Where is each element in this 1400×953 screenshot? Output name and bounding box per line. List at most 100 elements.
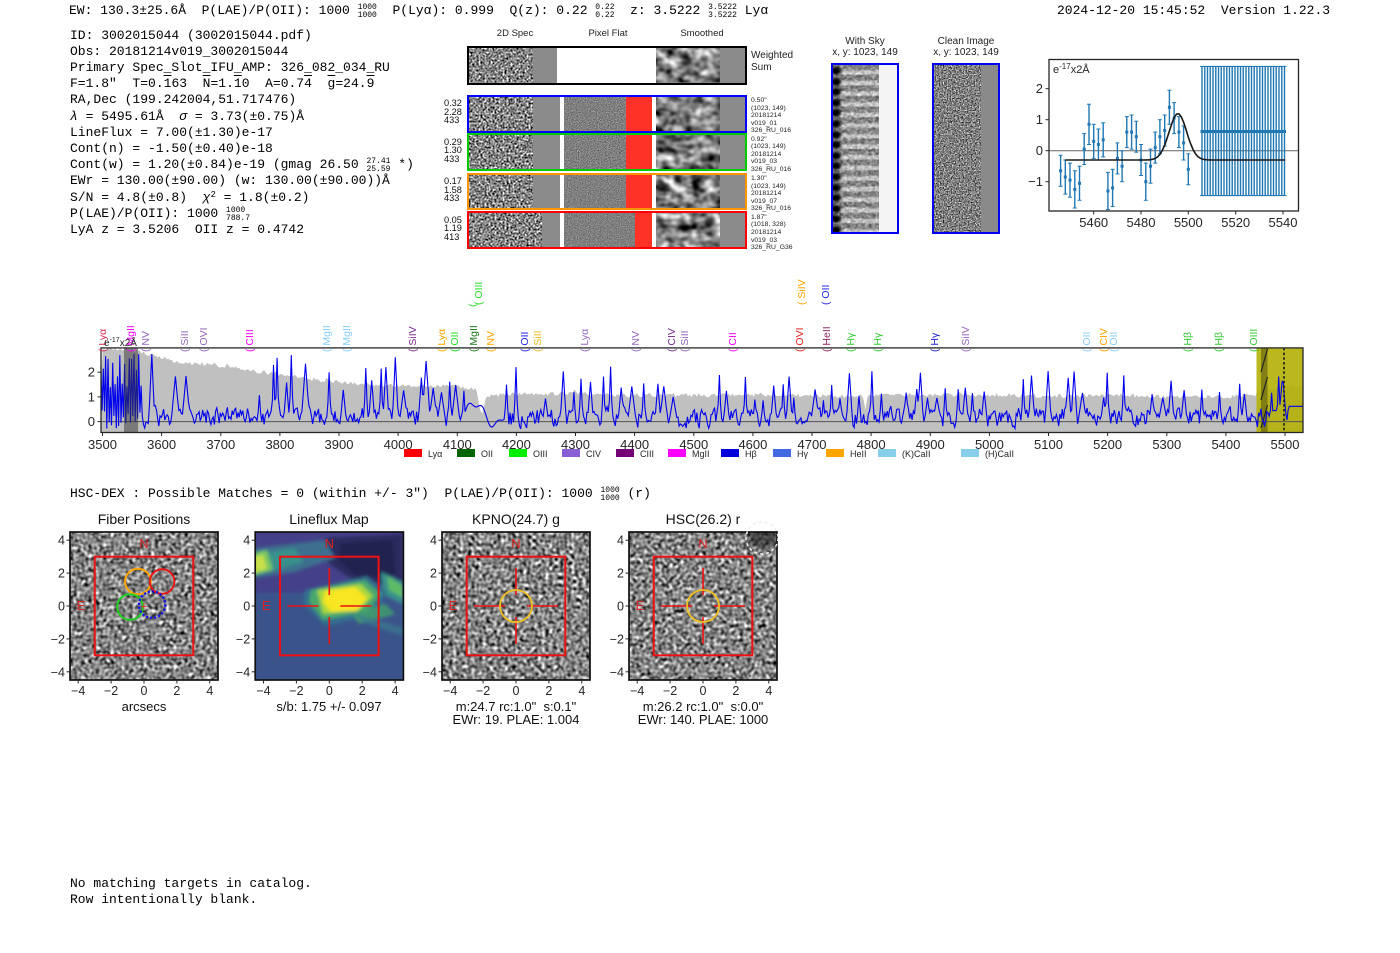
- svg-text:1: 1: [1036, 112, 1043, 127]
- svg-text:( OIII: ( OIII: [473, 282, 485, 305]
- svg-text:−1: −1: [1028, 174, 1043, 189]
- svg-text:OII: OII: [481, 449, 493, 459]
- svg-text:0: 0: [430, 600, 437, 614]
- svg-text:−4: −4: [51, 665, 65, 679]
- svg-text:0: 0: [88, 414, 95, 429]
- svg-text:( OVI: ( OVI: [794, 327, 806, 352]
- svg-text:4800: 4800: [857, 437, 886, 452]
- svg-text:( Hβ: ( Hβ: [1213, 332, 1225, 352]
- svg-text:2: 2: [58, 567, 65, 581]
- svg-text:( Hβ: ( Hβ: [1182, 332, 1194, 352]
- svg-text:( MgII: ( MgII: [125, 325, 137, 352]
- svg-text:0: 0: [617, 600, 624, 614]
- svg-text:( Lyα: ( Lyα: [436, 329, 448, 352]
- svg-text:HeII: HeII: [850, 449, 867, 459]
- svg-text:( CIII: ( CIII: [244, 329, 256, 352]
- svg-text:3800: 3800: [265, 437, 294, 452]
- svg-text:( CIV: ( CIV: [666, 328, 678, 352]
- svg-text:4300: 4300: [561, 437, 590, 452]
- svg-text:( Hγ: ( Hγ: [872, 332, 884, 352]
- svg-text:3700: 3700: [206, 437, 235, 452]
- svg-text:−2: −2: [289, 684, 303, 698]
- svg-text:Lyα: Lyα: [428, 449, 442, 459]
- svg-text:E: E: [262, 598, 271, 613]
- svg-text:( NV: ( NV: [630, 331, 642, 352]
- svg-text:( HeII: ( HeII: [821, 326, 833, 352]
- svg-text:( SiIV: ( SiIV: [407, 326, 419, 352]
- svg-text:5460: 5460: [1079, 215, 1108, 230]
- svg-text:2: 2: [88, 365, 95, 380]
- svg-text:4: 4: [617, 534, 624, 548]
- svg-text:( MgII: ( MgII: [321, 325, 333, 352]
- svg-text:4000: 4000: [384, 437, 413, 452]
- svg-text:( CIV: ( CIV: [1098, 328, 1110, 352]
- svg-text:0: 0: [700, 684, 707, 698]
- svg-text:( NV: ( NV: [140, 331, 152, 352]
- svg-text:( Hγ: ( Hγ: [929, 332, 941, 352]
- svg-text:( SiIV: ( SiIV: [960, 326, 972, 352]
- svg-text:4400: 4400: [620, 437, 649, 452]
- svg-text:( OVI: ( OVI: [198, 327, 210, 352]
- svg-text:4600: 4600: [738, 437, 767, 452]
- svg-text:−2: −2: [51, 632, 65, 646]
- svg-text:2: 2: [617, 567, 624, 581]
- svg-text:5520: 5520: [1221, 215, 1250, 230]
- svg-text:4700: 4700: [798, 437, 827, 452]
- svg-text:2: 2: [1036, 81, 1043, 96]
- svg-text:0: 0: [513, 684, 520, 698]
- svg-text:4900: 4900: [916, 437, 945, 452]
- svg-text:N: N: [511, 536, 520, 551]
- svg-text:5500: 5500: [1271, 437, 1300, 452]
- svg-text:3600: 3600: [147, 437, 176, 452]
- svg-text:−4: −4: [630, 684, 644, 698]
- svg-text:4100: 4100: [443, 437, 472, 452]
- svg-text:0: 0: [1036, 143, 1043, 158]
- svg-text:E: E: [449, 598, 458, 613]
- svg-text:E: E: [77, 598, 86, 613]
- svg-text:−4: −4: [256, 684, 270, 698]
- svg-text:2: 2: [545, 684, 552, 698]
- svg-text:−4: −4: [443, 684, 457, 698]
- svg-text:5000: 5000: [975, 437, 1004, 452]
- svg-text:MgII: MgII: [692, 449, 710, 459]
- svg-text:−2: −2: [476, 684, 490, 698]
- svg-text:−2: −2: [423, 632, 437, 646]
- svg-text:( OIII: ( OIII: [1248, 329, 1260, 352]
- svg-text:( Lyα: ( Lyα: [97, 329, 109, 352]
- svg-text:4: 4: [392, 684, 399, 698]
- svg-text:4: 4: [765, 684, 772, 698]
- svg-text:4: 4: [206, 684, 213, 698]
- svg-text:4: 4: [578, 684, 585, 698]
- svg-text:( SiII: ( SiII: [532, 330, 544, 352]
- svg-text:( SiIV: ( SiIV: [796, 279, 808, 305]
- svg-text:−4: −4: [236, 665, 250, 679]
- svg-text:5540: 5540: [1269, 215, 1298, 230]
- svg-text:+: +: [141, 601, 147, 613]
- svg-text:−4: −4: [71, 684, 85, 698]
- svg-text:CIV: CIV: [586, 449, 601, 459]
- svg-text:2: 2: [732, 684, 739, 698]
- svg-text:5480: 5480: [1127, 215, 1156, 230]
- svg-text:( MgII: ( MgII: [341, 325, 353, 352]
- svg-text:2: 2: [173, 684, 180, 698]
- svg-text:−4: −4: [610, 665, 624, 679]
- svg-text:4500: 4500: [679, 437, 708, 452]
- svg-text:( SiII: ( SiII: [679, 330, 691, 352]
- svg-text:( CII: ( CII: [727, 332, 739, 352]
- svg-text:N: N: [698, 536, 707, 551]
- svg-text:−2: −2: [610, 632, 624, 646]
- svg-text:3500: 3500: [88, 437, 117, 452]
- svg-text:5200: 5200: [1093, 437, 1122, 452]
- svg-text:OIII: OIII: [533, 449, 548, 459]
- svg-text:N: N: [325, 536, 334, 551]
- svg-text:0: 0: [141, 684, 148, 698]
- svg-text:−2: −2: [663, 684, 677, 698]
- svg-text:4: 4: [430, 534, 437, 548]
- svg-text:0: 0: [326, 684, 333, 698]
- svg-text:2: 2: [430, 567, 437, 581]
- svg-text:0: 0: [243, 600, 250, 614]
- svg-text:5500: 5500: [1174, 215, 1203, 230]
- svg-text:−4: −4: [423, 665, 437, 679]
- svg-text:(K)CaII: (K)CaII: [902, 449, 931, 459]
- svg-text:(H)CaII: (H)CaII: [985, 449, 1014, 459]
